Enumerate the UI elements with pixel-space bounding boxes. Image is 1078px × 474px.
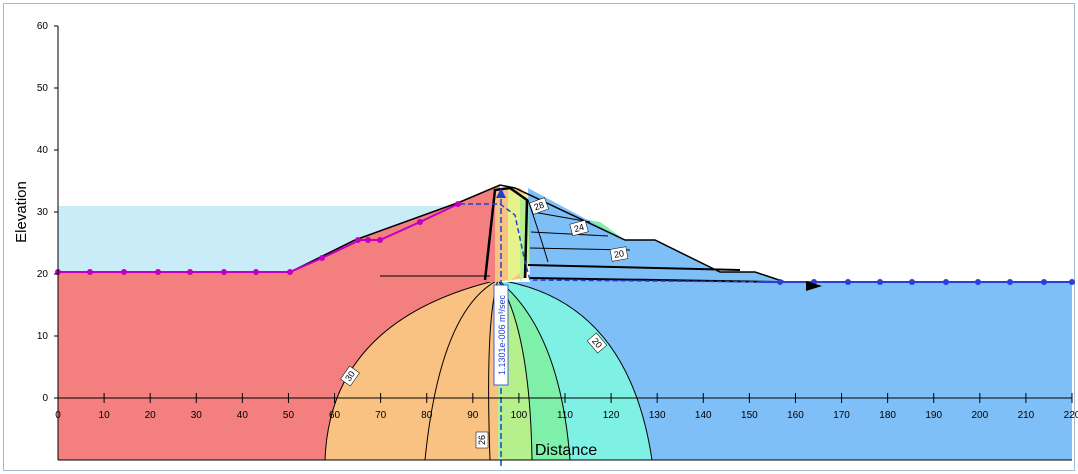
y-axis-label: Elevation (13, 181, 30, 243)
contour-label: 30 (343, 369, 357, 383)
x-tick-label: 70 (375, 410, 387, 421)
downstream-boundary (760, 279, 1075, 291)
x-tick-label: 90 (467, 410, 479, 421)
zone-28-30 (325, 282, 498, 460)
embankment (58, 184, 786, 283)
x-tick-label: 220 (1064, 410, 1078, 421)
x-tick-label: 150 (741, 410, 758, 421)
x-tick-label: 200 (971, 410, 988, 421)
contour-label: 26 (477, 435, 487, 445)
x-tick-label: 30 (191, 410, 203, 421)
x-axis-label: Distance (535, 442, 597, 459)
contour-label: 28 (533, 200, 546, 213)
flux-label: 1.1301e-006 m³/sec (497, 294, 507, 375)
x-tick-label: 10 (99, 410, 111, 421)
zone-30-plus (58, 282, 491, 460)
y-tick-label: 20 (37, 269, 49, 280)
x-tick-label: 160 (787, 410, 804, 421)
downstream-shell (528, 188, 785, 282)
x-tick-label: 210 (1018, 410, 1035, 421)
x-tick-label: 130 (649, 410, 666, 421)
upstream-shell (58, 185, 500, 282)
y-tick-label: 0 (42, 393, 48, 404)
y-tick-label: 60 (37, 21, 49, 32)
x-tick-label: 50 (283, 410, 295, 421)
phreatic-line (460, 203, 781, 283)
y-ticks: 0 10 20 30 40 50 60 (37, 21, 58, 404)
x-tick-label: 120 (603, 410, 620, 421)
x-tick-label: 20 (145, 410, 157, 421)
contour-label: 24 (573, 222, 585, 234)
y-tick-label: 40 (37, 145, 49, 156)
y-tick-label: 50 (37, 83, 49, 94)
x-ticks: 0 10 20 30 40 50 60 70 80 90 100 110 120 130 140 150 160… (55, 393, 1078, 421)
x-tick-label: 110 (557, 410, 573, 421)
x-tick-label: 170 (833, 410, 850, 421)
x-tick-label: 0 (55, 410, 61, 421)
contour-label: 20 (613, 248, 625, 260)
x-tick-label: 140 (695, 410, 712, 421)
x-tick-label: 100 (511, 410, 528, 421)
contour-labels: 30 28 26 24 20 20 (340, 197, 629, 449)
plot-frame (3, 3, 1075, 471)
x-tick-label: 40 (237, 410, 249, 421)
x-tick-label: 80 (421, 410, 433, 421)
y-tick-label: 30 (37, 207, 49, 218)
foundation-contours (58, 282, 1072, 460)
upstream-boundary (55, 201, 461, 275)
y-tick-label: 10 (37, 331, 49, 342)
x-tick-label: 60 (329, 410, 341, 421)
x-tick-label: 180 (879, 410, 896, 421)
contour-label: 20 (590, 336, 604, 350)
x-tick-label: 190 (925, 410, 942, 421)
